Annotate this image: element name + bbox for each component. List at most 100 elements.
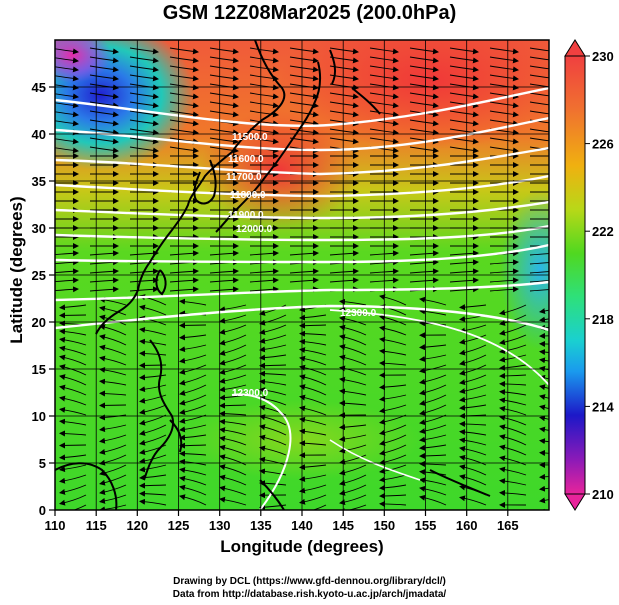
streamline (489, 47, 519, 55)
streamline (59, 442, 87, 449)
streamline (89, 74, 119, 82)
streamline (179, 344, 207, 353)
streamline (409, 137, 439, 145)
streamline (379, 404, 407, 414)
x-tick-label: 145 (332, 518, 354, 533)
streamline (529, 110, 549, 115)
streamline (339, 494, 367, 506)
contour-label: 12000.0 (236, 224, 273, 235)
streamline (539, 316, 549, 323)
x-tick-label: 150 (373, 518, 395, 533)
streamline (379, 314, 407, 326)
streamline (259, 456, 287, 466)
streamline (179, 394, 207, 406)
streamline (129, 101, 159, 109)
streamline (259, 414, 287, 426)
streamline (55, 111, 79, 118)
streamline (129, 110, 159, 118)
streamline (59, 406, 87, 416)
streamline (259, 378, 287, 386)
streamline (259, 354, 287, 361)
streamline (369, 110, 399, 118)
streamline (249, 101, 279, 109)
streamline (379, 500, 407, 507)
streamline (289, 74, 319, 82)
streamline (539, 365, 549, 372)
streamline (339, 474, 367, 486)
streamline (179, 494, 207, 506)
streamline (219, 314, 247, 324)
streamline (169, 110, 199, 118)
streamline (259, 324, 287, 335)
streamline (55, 259, 79, 266)
streamline (369, 268, 399, 275)
streamline (209, 250, 239, 257)
streamline (169, 65, 199, 73)
streamline (379, 336, 407, 346)
streamline (459, 394, 487, 403)
streamline (59, 364, 87, 376)
streamline (529, 92, 549, 97)
streamline (169, 47, 199, 55)
streamline (249, 65, 279, 73)
streamline (89, 119, 119, 127)
streamline (219, 324, 247, 335)
streamline (339, 454, 367, 465)
contour-label: 12300.0 (340, 308, 377, 319)
streamline (529, 262, 549, 265)
colorbar-tick-label: 214 (592, 399, 614, 414)
streamline (499, 389, 527, 396)
streamline (449, 259, 479, 266)
streamline (449, 92, 479, 100)
x-tick-label: 165 (497, 518, 519, 533)
streamline (379, 384, 407, 391)
streamline (89, 286, 119, 293)
streamline (449, 110, 479, 118)
streamline (99, 334, 127, 346)
streamline (259, 334, 287, 344)
x-tick-labels: 110 115 120 125 130 135 140 145 150 155 … (45, 518, 519, 533)
streamline (209, 92, 239, 100)
streamline (219, 334, 247, 346)
streamline (379, 325, 407, 336)
streamline (369, 65, 399, 73)
streamline (259, 304, 287, 316)
credit-drawing: Drawing by DCL (https://www.gfd-dennou.o… (173, 576, 446, 587)
streamline (539, 449, 549, 456)
streamline (419, 296, 447, 306)
streamline (449, 83, 479, 91)
streamline (539, 384, 549, 391)
streamline (449, 65, 479, 73)
streamline (419, 477, 447, 486)
streamline (419, 374, 447, 385)
streamline (459, 364, 487, 376)
x-tick-label: 135 (250, 518, 272, 533)
streamline (419, 460, 447, 467)
streamline (139, 404, 167, 415)
streamline (89, 268, 119, 275)
streamline (179, 475, 207, 486)
streamline (339, 344, 367, 356)
streamline (129, 119, 159, 127)
y-tick-label: 25 (32, 268, 46, 283)
contour-label: 12300.0 (232, 388, 269, 399)
streamline (139, 454, 167, 464)
streamline (459, 495, 487, 506)
streamline (169, 250, 199, 257)
streamline (379, 394, 407, 402)
streamline (179, 434, 207, 441)
streamline (369, 92, 399, 100)
streamline (489, 259, 519, 266)
streamline (459, 374, 487, 386)
streamline (419, 424, 447, 435)
streamline (89, 65, 119, 73)
streamline (449, 146, 479, 154)
streamline (339, 334, 367, 346)
streamline (539, 394, 549, 400)
streamline (219, 444, 247, 456)
streamline (339, 484, 367, 496)
streamline (139, 464, 167, 473)
streamline (209, 65, 239, 73)
streamline (379, 474, 407, 483)
streamline (139, 374, 167, 381)
